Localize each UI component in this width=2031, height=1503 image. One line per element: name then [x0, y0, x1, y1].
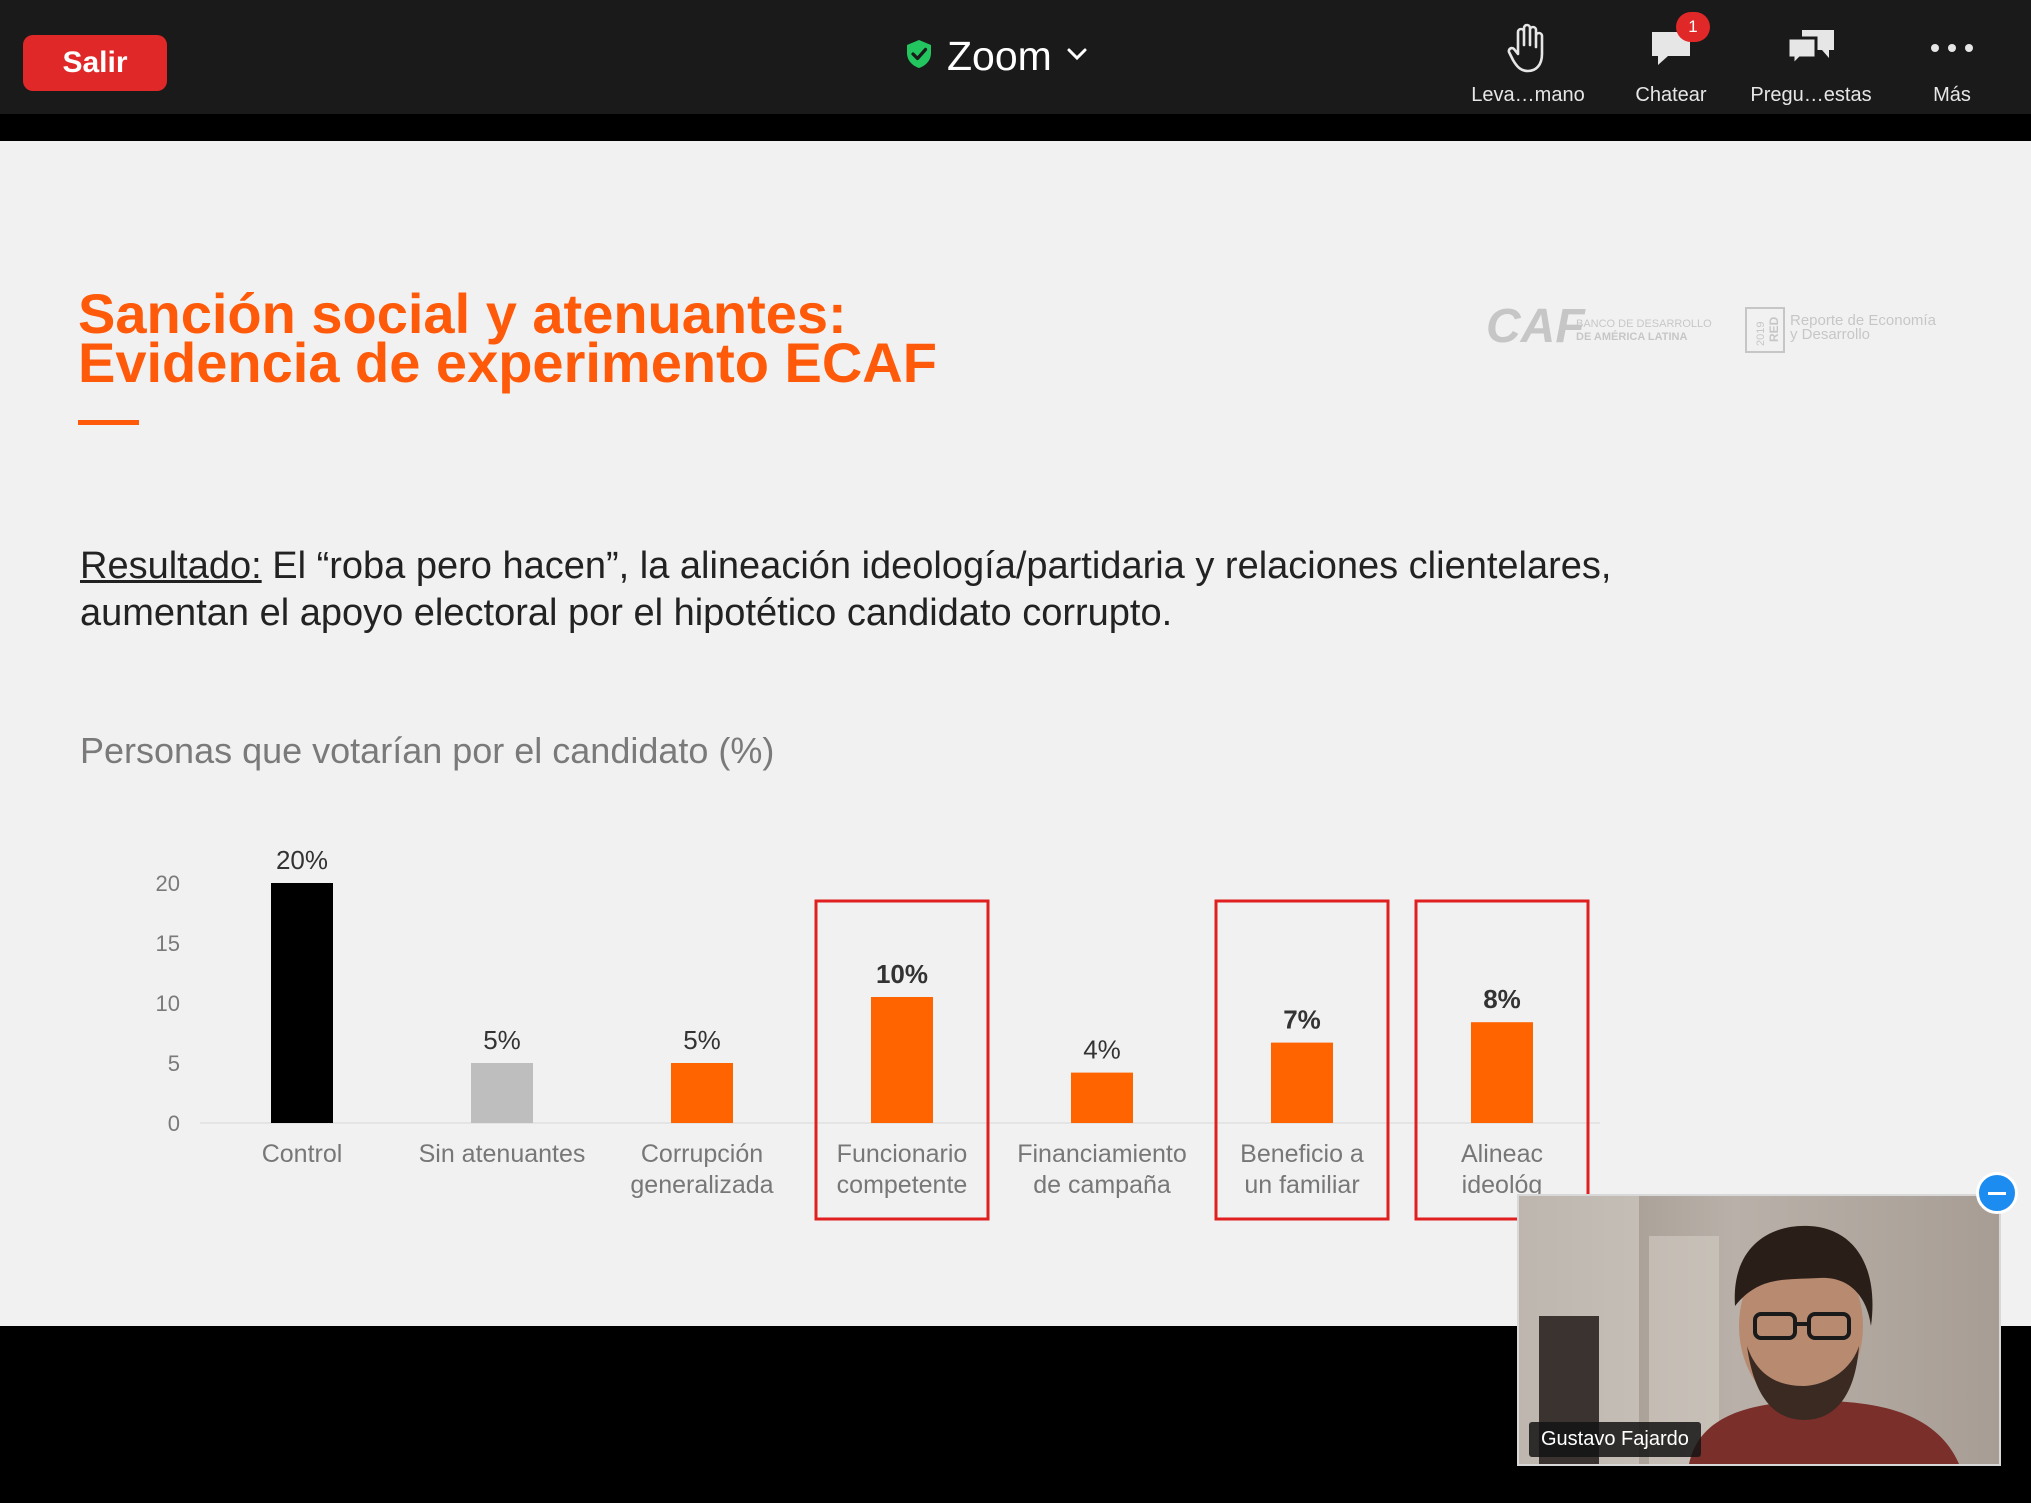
y-tick-label: 15 [156, 931, 180, 956]
toolbar-divider [0, 114, 2031, 141]
bar-chart: 0 5 10 15 20 20% Control 5% Sin atenuantes 5% Corr… [156, 845, 1600, 1221]
category-label: Financiamiento [1017, 1140, 1187, 1168]
y-tick-label: 20 [156, 871, 180, 896]
sponsor-logos: CAF BANCO DE DESARROLLO DE AMÉRICA LATIN… [1486, 300, 1936, 353]
bar-value-label: 5% [683, 1025, 721, 1055]
chat-button[interactable]: 1 Chatear [1606, 12, 1736, 107]
caf-logo-sub1: BANCO DE DESARROLLO [1576, 318, 1712, 330]
bar [1471, 1022, 1533, 1123]
red-logo-text1: Reporte de Economía [1790, 312, 1936, 329]
chat-icon: 1 [1606, 12, 1736, 74]
category-label: Beneficio a [1240, 1140, 1364, 1168]
shared-screen-slide: Sanción social y atenuantes: Evidencia d… [0, 141, 2031, 1326]
category-label: Corrupción [641, 1140, 763, 1168]
qa-button[interactable]: Pregu…estas [1746, 22, 1876, 107]
bar-value-label: 4% [1083, 1035, 1121, 1065]
category-label: Alineac [1461, 1140, 1543, 1168]
slide-title-line1: Sanción social y atenuantes: [78, 282, 847, 345]
bar-value-label: 7% [1283, 1005, 1321, 1035]
bar [671, 1063, 733, 1123]
slide-title: Sanción social y atenuantes: Evidencia d… [78, 282, 937, 394]
highlight-box [1214, 899, 1390, 1221]
category-label: de campaña [1033, 1171, 1171, 1199]
caf-logo: CAF [1486, 300, 1586, 353]
category-label: Control [262, 1140, 343, 1168]
raise-hand-icon [1463, 22, 1593, 74]
speaker-video[interactable]: Gustavo Fajardo [1517, 1194, 2001, 1466]
raise-hand-label: Leva…mano [1471, 84, 1585, 106]
highlight-box [814, 899, 990, 1221]
app-title: Zoom [947, 32, 1052, 79]
chat-label: Chatear [1635, 84, 1707, 106]
result-lead: Resultado: [80, 545, 262, 587]
raise-hand-button[interactable]: Leva…mano [1463, 22, 1593, 107]
bar [1071, 1072, 1133, 1123]
bar [271, 883, 333, 1123]
bar-value-label: 10% [876, 959, 928, 989]
result-text: El “roba pero hacen”, la alineación ideo… [80, 545, 1612, 634]
minimize-video-button[interactable] [1976, 1172, 2018, 1214]
category-label: competente [837, 1171, 968, 1199]
bar-value-label: 5% [483, 1025, 521, 1055]
y-tick-label: 10 [156, 991, 180, 1016]
y-tick-label: 0 [168, 1111, 180, 1136]
speaker-video-frame [1519, 1196, 1999, 1464]
category-label: Funcionario [837, 1140, 968, 1168]
zoom-menu[interactable]: Zoom [905, 30, 1088, 82]
meeting-toolbar: Salir Zoom Leva…mano 1 Chatear [0, 0, 2031, 114]
category-label: un familiar [1244, 1171, 1359, 1199]
chat-unread-badge: 1 [1676, 12, 1710, 42]
bar-value-label: 20% [276, 845, 328, 875]
result-paragraph: Resultado: El “roba pero hacen”, la alin… [80, 543, 1730, 637]
bar [871, 997, 933, 1123]
bar [471, 1063, 533, 1123]
qa-label: Pregu…estas [1750, 84, 1872, 106]
highlight-box [1414, 899, 1590, 1221]
category-label: Sin atenuantes [419, 1140, 586, 1168]
slide-title-line2: Evidencia de experimento ECAF [78, 331, 937, 394]
caf-logo-sub2: DE AMÉRICA LATINA [1576, 330, 1687, 343]
shield-check-icon [905, 39, 933, 74]
red-logo-year: 2019 [1755, 322, 1767, 346]
more-label: Más [1933, 84, 1971, 106]
chevron-down-icon [1066, 47, 1088, 66]
exit-button[interactable]: Salir [23, 35, 167, 91]
category-label: generalizada [630, 1171, 773, 1199]
bar [1271, 1042, 1333, 1123]
more-icon [1887, 22, 2017, 74]
red-logo-box [1745, 307, 1785, 353]
qa-icon [1746, 22, 1876, 74]
red-logo-mark: RED [1767, 316, 1781, 342]
title-underline [78, 420, 139, 425]
chart-title: Personas que votarían por el candidato (… [80, 730, 775, 771]
y-tick-label: 5 [168, 1051, 180, 1076]
more-button[interactable]: Más [1887, 22, 2017, 107]
bar-value-label: 8% [1483, 984, 1521, 1014]
red-logo-text2: y Desarrollo [1790, 326, 1870, 343]
participant-name: Gustavo Fajardo [1529, 1422, 1701, 1457]
minus-icon [1988, 1191, 2006, 1195]
